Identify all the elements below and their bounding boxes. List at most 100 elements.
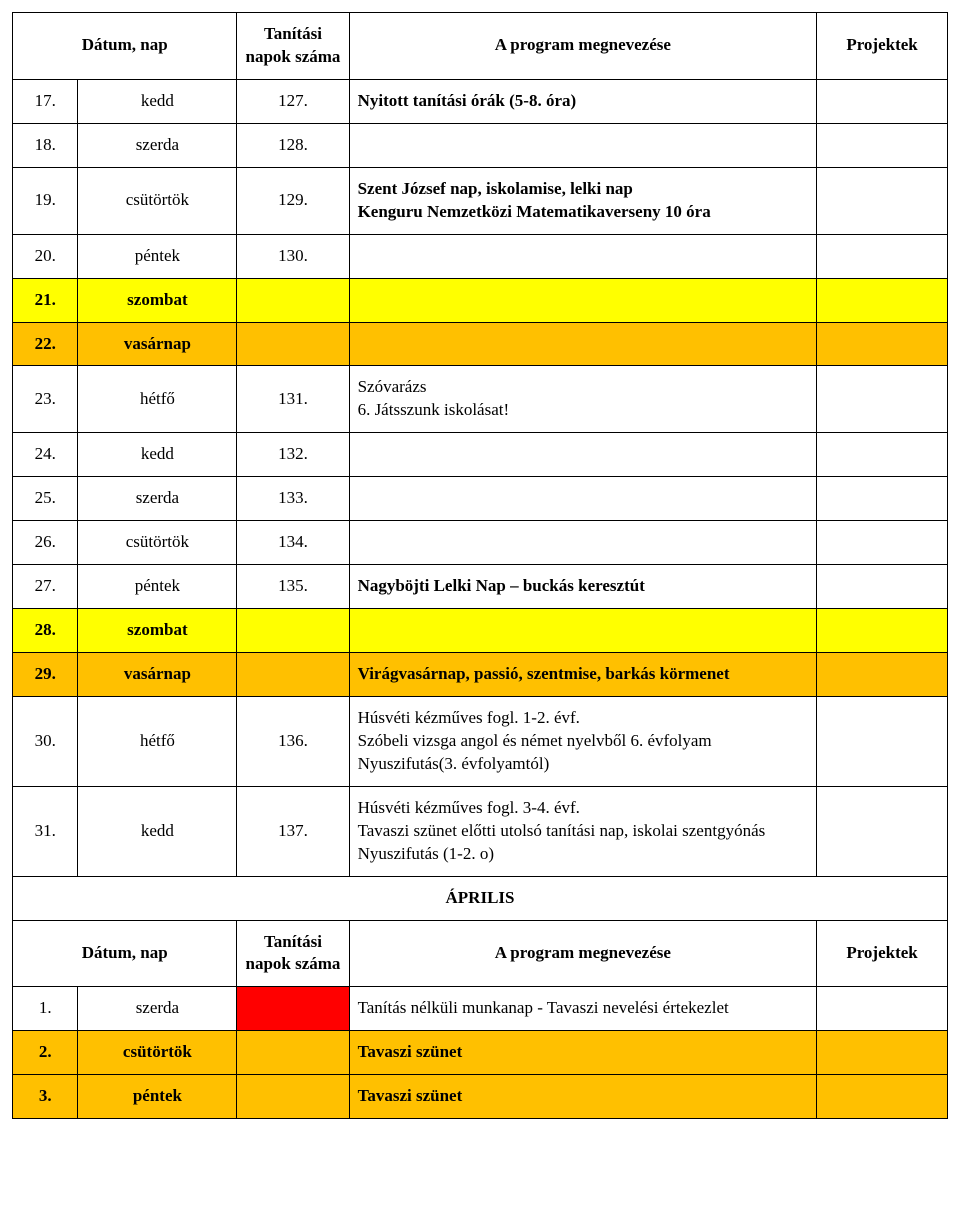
- cell-day-number: 2.: [13, 1031, 78, 1075]
- table-row: 30.hétfő136.Húsvéti kézműves fogl. 1-2. …: [13, 696, 948, 786]
- cell-day-name: csütörtök: [78, 521, 237, 565]
- cell-teaching-day-count: 137.: [237, 786, 349, 876]
- cell-program: Húsvéti kézműves fogl. 3-4. évf.Tavaszi …: [349, 786, 817, 876]
- cell-teaching-day-count: 127.: [237, 79, 349, 123]
- cell-teaching-day-count: [237, 987, 349, 1031]
- cell-projects: [817, 521, 948, 565]
- cell-day-number: 22.: [13, 322, 78, 366]
- cell-program: Nagyböjti Lelki Nap – buckás keresztút: [349, 565, 817, 609]
- table-row: 28.szombat: [13, 609, 948, 653]
- cell-teaching-day-count: 129.: [237, 167, 349, 234]
- cell-program: Szent József nap, iskolamise, lelki napK…: [349, 167, 817, 234]
- cell-day-name: szombat: [78, 609, 237, 653]
- cell-day-name: péntek: [78, 565, 237, 609]
- col-header-projects: Projektek: [817, 920, 948, 987]
- cell-projects: [817, 1075, 948, 1119]
- table-row: 25.szerda133.: [13, 477, 948, 521]
- cell-day-number: 30.: [13, 696, 78, 786]
- cell-projects: [817, 1031, 948, 1075]
- cell-projects: [817, 987, 948, 1031]
- table-header-row: Dátum, napTanítási napok számaA program …: [13, 13, 948, 80]
- cell-teaching-day-count: 133.: [237, 477, 349, 521]
- table-row: 3.péntekTavaszi szünet: [13, 1075, 948, 1119]
- cell-day-number: 23.: [13, 366, 78, 433]
- cell-day-name: kedd: [78, 786, 237, 876]
- cell-day-number: 28.: [13, 609, 78, 653]
- cell-day-name: kedd: [78, 433, 237, 477]
- cell-projects: [817, 653, 948, 697]
- cell-teaching-day-count: 136.: [237, 696, 349, 786]
- cell-projects: [817, 278, 948, 322]
- cell-program: [349, 278, 817, 322]
- cell-program: [349, 433, 817, 477]
- cell-projects: [817, 609, 948, 653]
- cell-teaching-day-count: [237, 278, 349, 322]
- table-row: 1.szerda Tanítás nélküli munkanap - Tavas…: [13, 987, 948, 1031]
- cell-day-name: péntek: [78, 1075, 237, 1119]
- cell-day-name: szerda: [78, 477, 237, 521]
- schedule-table: Dátum, napTanítási napok számaA program …: [12, 12, 948, 1119]
- cell-day-number: 26.: [13, 521, 78, 565]
- cell-projects: [817, 322, 948, 366]
- cell-teaching-day-count: 130.: [237, 234, 349, 278]
- cell-program: [349, 123, 817, 167]
- cell-teaching-day-count: [237, 1075, 349, 1119]
- table-header-row: Dátum, napTanítási napok számaA program …: [13, 920, 948, 987]
- table-row: 22.vasárnap: [13, 322, 948, 366]
- cell-day-name: csütörtök: [78, 1031, 237, 1075]
- month-label: ÁPRILIS: [13, 876, 948, 920]
- cell-day-number: 27.: [13, 565, 78, 609]
- cell-day-name: szerda: [78, 123, 237, 167]
- cell-program: [349, 521, 817, 565]
- cell-day-name: péntek: [78, 234, 237, 278]
- table-row: 29.vasárnapVirágvasárnap, passió, szentm…: [13, 653, 948, 697]
- cell-program: Tavaszi szünet: [349, 1075, 817, 1119]
- cell-day-number: 31.: [13, 786, 78, 876]
- cell-teaching-day-count: 134.: [237, 521, 349, 565]
- table-row: 17.kedd127.Nyitott tanítási órák (5-8. ó…: [13, 79, 948, 123]
- cell-projects: [817, 123, 948, 167]
- cell-teaching-day-count: 128.: [237, 123, 349, 167]
- table-row: 24.kedd132.: [13, 433, 948, 477]
- cell-day-name: kedd: [78, 79, 237, 123]
- month-divider-row: ÁPRILIS: [13, 876, 948, 920]
- cell-day-name: csütörtök: [78, 167, 237, 234]
- table-row: 31.kedd137.Húsvéti kézműves fogl. 3-4. é…: [13, 786, 948, 876]
- table-row: 21.szombat: [13, 278, 948, 322]
- cell-program: Tavaszi szünet: [349, 1031, 817, 1075]
- table-row: 19.csütörtök129.Szent József nap, iskola…: [13, 167, 948, 234]
- cell-projects: [817, 565, 948, 609]
- cell-day-name: hétfő: [78, 366, 237, 433]
- cell-day-name: szerda: [78, 987, 237, 1031]
- cell-projects: [817, 786, 948, 876]
- cell-program: Tanítás nélküli munkanap - Tavaszi nevel…: [349, 987, 817, 1031]
- cell-day-number: 19.: [13, 167, 78, 234]
- col-header-days-count: Tanítási napok száma: [237, 13, 349, 80]
- table-row: 27.péntek135.Nagyböjti Lelki Nap – bucká…: [13, 565, 948, 609]
- cell-day-name: vasárnap: [78, 322, 237, 366]
- cell-day-number: 1.: [13, 987, 78, 1031]
- cell-day-number: 24.: [13, 433, 78, 477]
- cell-day-name: vasárnap: [78, 653, 237, 697]
- col-header-projects: Projektek: [817, 13, 948, 80]
- table-row: 18.szerda128.: [13, 123, 948, 167]
- cell-projects: [817, 477, 948, 521]
- cell-program: Nyitott tanítási órák (5-8. óra): [349, 79, 817, 123]
- cell-program: [349, 609, 817, 653]
- cell-day-number: 17.: [13, 79, 78, 123]
- cell-day-name: szombat: [78, 278, 237, 322]
- cell-projects: [817, 79, 948, 123]
- cell-day-number: 20.: [13, 234, 78, 278]
- col-header-date: Dátum, nap: [13, 13, 237, 80]
- cell-program: Húsvéti kézműves fogl. 1-2. évf.Szóbeli …: [349, 696, 817, 786]
- cell-teaching-day-count: [237, 609, 349, 653]
- cell-program: [349, 477, 817, 521]
- cell-teaching-day-count: [237, 653, 349, 697]
- cell-day-number: 21.: [13, 278, 78, 322]
- cell-teaching-day-count: [237, 1031, 349, 1075]
- cell-day-name: hétfő: [78, 696, 237, 786]
- cell-teaching-day-count: 132.: [237, 433, 349, 477]
- cell-day-number: 25.: [13, 477, 78, 521]
- col-header-date: Dátum, nap: [13, 920, 237, 987]
- cell-program: [349, 234, 817, 278]
